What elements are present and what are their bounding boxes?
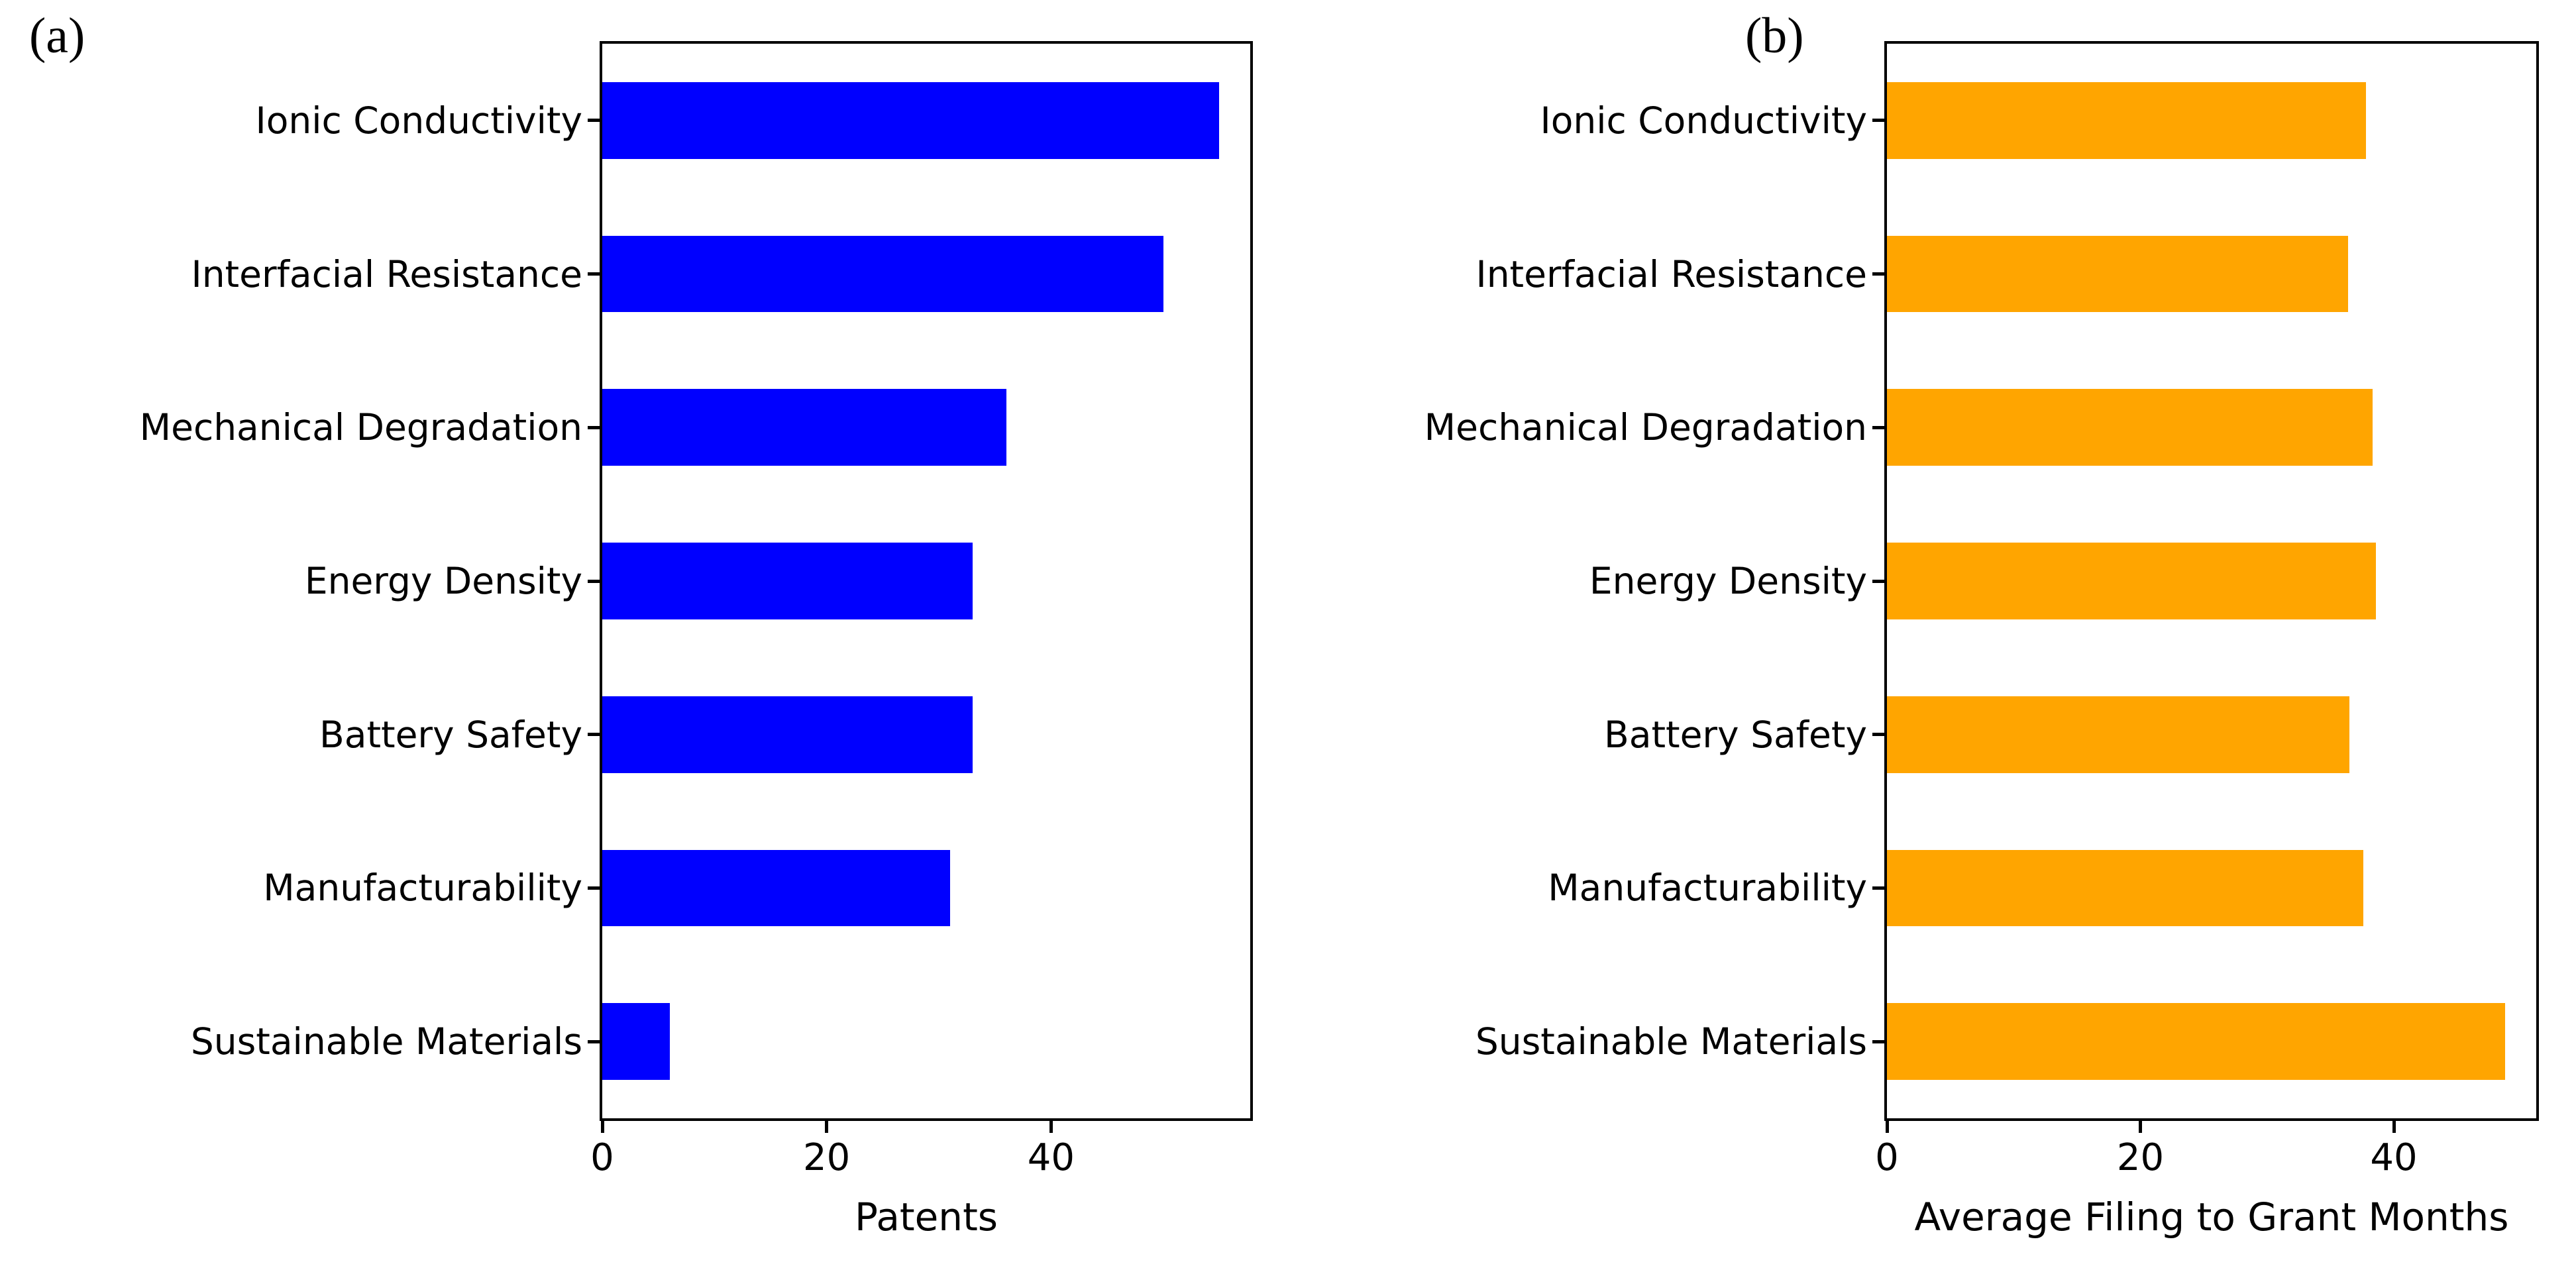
xtick-mark-0 — [1885, 1118, 1889, 1133]
bar-sustainable-materials — [602, 1003, 670, 1081]
bar-battery-safety — [602, 696, 973, 773]
ytick-label-ionic-conductivity: Ionic Conductivity — [1540, 99, 1867, 142]
xtick-mark-20 — [2139, 1118, 2142, 1133]
ytick-label-sustainable-materials: Sustainable Materials — [1475, 1020, 1867, 1063]
ytick-mark-mechanical-degradation — [1872, 425, 1887, 429]
ytick-mark-interfacial-resistance — [1872, 272, 1887, 276]
xtick-label-40: 40 — [2370, 1136, 2418, 1179]
bar-mechanical-degradation — [1887, 389, 2373, 466]
ytick-label-sustainable-materials: Sustainable Materials — [190, 1020, 582, 1063]
xtick-mark-40 — [2392, 1118, 2396, 1133]
ytick-mark-battery-safety — [588, 733, 602, 737]
ytick-mark-ionic-conductivity — [588, 119, 602, 123]
bar-mechanical-degradation — [602, 389, 1006, 466]
panel-b-label: (b) — [1745, 8, 1804, 64]
ytick-label-interfacial-resistance: Interfacial Resistance — [1476, 252, 1867, 295]
ytick-mark-battery-safety — [1872, 733, 1887, 737]
bar-manufacturability — [602, 849, 950, 927]
xtick-label-0: 0 — [1875, 1136, 1899, 1179]
bar-sustainable-materials — [1887, 1003, 2506, 1081]
ytick-mark-ionic-conductivity — [1872, 119, 1887, 123]
bar-ionic-conductivity — [1887, 81, 2366, 159]
panel-a-label: (a) — [29, 8, 85, 64]
bar-energy-density — [1887, 543, 2377, 619]
panel-b-plot-area: Average Filing to Grant Months Ionic Con… — [1424, 41, 2539, 1236]
ytick-mark-manufacturability — [1872, 886, 1887, 890]
xtick-mark-20 — [825, 1118, 829, 1133]
ytick-label-energy-density: Energy Density — [304, 560, 582, 602]
bar-battery-safety — [1887, 696, 2350, 773]
bar-interfacial-resistance — [602, 235, 1163, 313]
ytick-label-energy-density: Energy Density — [1589, 560, 1867, 602]
ytick-label-ionic-conductivity: Ionic Conductivity — [255, 99, 582, 142]
ytick-label-manufacturability: Manufacturability — [263, 867, 582, 910]
xtick-label-20: 20 — [2116, 1136, 2165, 1179]
ytick-mark-energy-density — [588, 579, 602, 583]
xtick-mark-0 — [600, 1118, 604, 1133]
ytick-mark-energy-density — [1872, 579, 1887, 583]
xtick-label-20: 20 — [803, 1136, 851, 1179]
xtick-label-40: 40 — [1027, 1136, 1075, 1179]
ytick-label-manufacturability: Manufacturability — [1548, 867, 1867, 910]
ytick-label-battery-safety: Battery Safety — [319, 713, 582, 756]
ytick-mark-sustainable-materials — [588, 1039, 602, 1043]
bar-ionic-conductivity — [602, 81, 1220, 159]
xtick-mark-40 — [1049, 1118, 1053, 1133]
panel-a-xaxis-title: Patents — [854, 1194, 998, 1240]
panel-a-plot-area: Patents Ionic Conductivity Interfacial Re… — [140, 41, 1253, 1236]
xtick-label-0: 0 — [590, 1136, 614, 1179]
panel-b-xaxis-title: Average Filing to Grant Months — [1914, 1194, 2509, 1240]
ytick-mark-interfacial-resistance — [588, 272, 602, 276]
bar-energy-density — [602, 543, 973, 619]
ytick-label-mechanical-degradation: Mechanical Degradation — [1424, 406, 1867, 449]
ytick-label-battery-safety: Battery Safety — [1604, 713, 1867, 756]
ytick-mark-sustainable-materials — [1872, 1039, 1887, 1043]
bar-interfacial-resistance — [1887, 235, 2349, 313]
ytick-mark-mechanical-degradation — [588, 425, 602, 429]
ytick-mark-manufacturability — [588, 886, 602, 890]
ytick-label-interfacial-resistance: Interfacial Resistance — [191, 252, 582, 295]
ytick-label-mechanical-degradation: Mechanical Degradation — [139, 406, 582, 449]
bar-manufacturability — [1887, 849, 2364, 927]
